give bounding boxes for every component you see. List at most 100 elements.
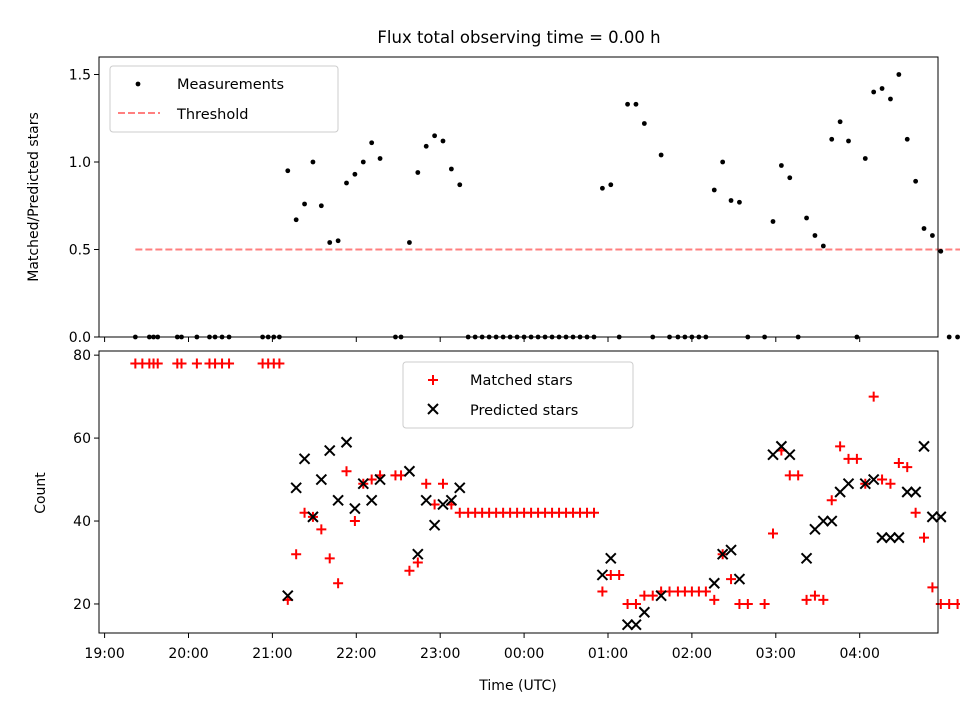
measurement-point: [938, 248, 944, 254]
top-legend-box: [109, 65, 339, 133]
measurement-point: [327, 240, 333, 245]
predicted-star-point: [298, 453, 311, 465]
measurement-point: [448, 166, 454, 172]
bottom-legend-box: [402, 361, 634, 429]
legend-matched-marker: [428, 375, 438, 385]
predicted-star-point: [708, 577, 720, 589]
predicted-star-point: [655, 589, 667, 602]
matched-star-point: [622, 598, 633, 609]
predicted-star-point: [374, 473, 386, 486]
legend-predicted-label: Predicted stars: [470, 403, 578, 419]
measurement-point: [804, 215, 809, 221]
matched-star-point: [639, 590, 650, 601]
predicted-star-point: [918, 440, 930, 453]
matched-star-point: [647, 590, 658, 601]
measurement-point: [871, 89, 877, 95]
predicted-star-point: [428, 519, 441, 531]
predicted-star-point: [893, 531, 905, 544]
bottom-subplot: Count Time (UTC) 20 40 60 80 19:00 20:00 21:00…: [33, 348, 960, 694]
measurement-point: [360, 159, 366, 165]
predicted-star-point: [733, 573, 746, 585]
measurement-point: [837, 119, 843, 125]
matched-star-point: [809, 590, 820, 601]
measurement-point: [888, 96, 893, 102]
top-y-tick-label: 1.0: [69, 155, 91, 171]
measurement-point: [921, 226, 927, 231]
matched-star-point: [191, 358, 202, 369]
measurement-point: [711, 187, 717, 193]
matched-star-point: [605, 569, 616, 580]
predicted-star-point: [859, 477, 871, 490]
bottom-plot-marks: [130, 358, 960, 631]
predicted-star-point: [876, 531, 888, 544]
predicted-star-point: [412, 548, 424, 560]
top-y-tick-label: 0.5: [69, 243, 91, 259]
predicted-star-point: [454, 482, 466, 494]
legend-measurements-marker: [135, 81, 141, 87]
matched-star-point: [767, 528, 778, 539]
x-axis-label: Time (UTC): [478, 678, 556, 694]
matched-star-point: [818, 594, 829, 605]
measurement-point: [432, 133, 437, 139]
measurement-point: [415, 170, 421, 175]
matched-star-point: [341, 466, 352, 477]
measurement-point: [423, 143, 429, 149]
predicted-star-point: [784, 448, 796, 461]
measurement-point: [846, 138, 851, 144]
bottom-y-tick-label: 60: [73, 431, 91, 447]
measurement-point: [829, 136, 835, 142]
measurement-point: [787, 175, 793, 181]
predicted-star-point: [403, 465, 416, 477]
measurement-point: [302, 201, 307, 207]
x-tick-label: 00:00: [504, 646, 544, 662]
bottom-y-tick-label: 80: [73, 348, 91, 364]
measurement-point: [946, 334, 952, 340]
matched-star-point: [793, 470, 804, 481]
top-y-tick-label: 1.5: [69, 68, 91, 84]
matched-star-point: [935, 598, 946, 609]
matched-star-point: [927, 582, 938, 593]
predicted-star-point: [349, 502, 361, 515]
measurement-point: [457, 182, 463, 188]
x-tick-label: 19:00: [84, 646, 124, 662]
matched-star-point: [454, 507, 465, 518]
measurement-point: [344, 180, 349, 186]
top-chart-title: Flux total observing time = 0.00 h: [377, 28, 660, 47]
matched-star-point: [412, 557, 423, 568]
predicted-star-point: [935, 511, 947, 523]
matched-star-point: [885, 478, 896, 489]
predicted-star-point: [290, 482, 302, 494]
predicted-star-point: [365, 494, 378, 507]
measurement-point: [625, 101, 630, 107]
x-tick-label: 04:00: [840, 646, 880, 662]
measurement-point: [862, 156, 868, 161]
legend-matched-label: Matched stars: [470, 373, 573, 389]
x-tick-label: 21:00: [252, 646, 292, 662]
measurement-point: [369, 140, 375, 146]
top-axis-ticks: 0.0 0.5 1.0 1.5: [69, 68, 861, 346]
measurement-point: [377, 156, 383, 161]
x-tick-label: 20:00: [168, 646, 208, 662]
measurement-point: [658, 152, 664, 158]
matched-star-point: [843, 453, 854, 464]
matched-star-point: [349, 516, 360, 527]
predicted-star-point: [867, 473, 880, 486]
measurement-point: [930, 233, 935, 238]
matched-star-point: [910, 507, 921, 518]
predicted-star-point: [775, 440, 788, 453]
x-tick-label: 02:00: [672, 646, 712, 662]
matched-star-point: [333, 578, 344, 589]
matched-star-point: [877, 474, 888, 485]
matched-star-point: [614, 569, 625, 580]
matched-star-point: [851, 453, 862, 464]
predicted-star-point: [357, 477, 369, 490]
measurement-point: [820, 243, 826, 249]
predicted-star-point: [909, 486, 922, 498]
measurement-point: [812, 233, 818, 238]
matched-star-point: [404, 565, 415, 576]
measurement-point: [737, 199, 742, 205]
matched-star-point: [726, 574, 737, 585]
predicted-star-point: [445, 494, 458, 507]
predicted-star-point: [282, 589, 294, 602]
